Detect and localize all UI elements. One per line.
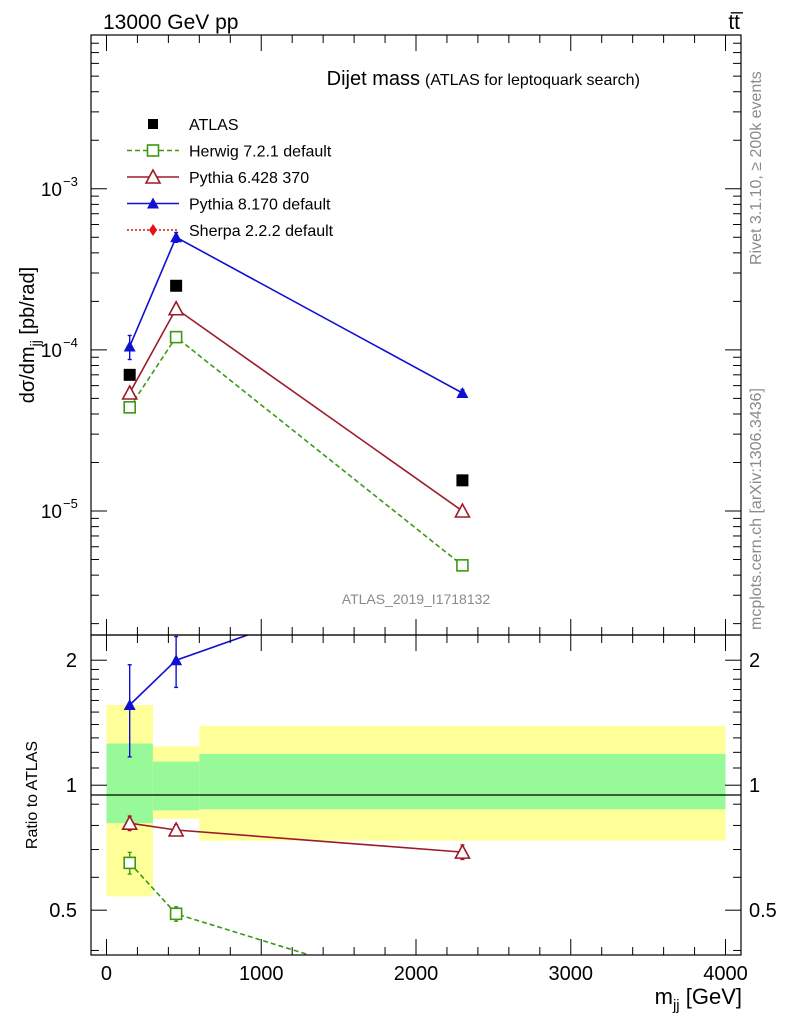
uncertainty-band-inner: [152, 761, 200, 811]
series-line: [129, 635, 251, 706]
ratio-y-tick-label-left: 2: [66, 650, 77, 672]
legend-marker: [144, 168, 162, 184]
legend-label: Pythia 8.170 default: [189, 197, 331, 214]
data-point: [170, 279, 183, 292]
y-tick-label: 10: [41, 341, 62, 362]
series-pythia-8-170-default: [123, 231, 469, 398]
ratio-ylabel: Ratio to ATLAS: [24, 741, 41, 849]
chart-title: Dijet mass: [327, 68, 420, 90]
x-tick-label: 4000: [703, 963, 748, 985]
data-point: [123, 340, 136, 352]
data-point: [167, 300, 185, 316]
analysis-id: ATLAS_2019_I1718132: [342, 591, 491, 607]
series-pythia-6-428-370: [121, 300, 471, 518]
data-point: [454, 843, 471, 859]
data-point: [170, 654, 183, 666]
data-point: [121, 384, 139, 400]
main-ticks: 10−510−410−3: [41, 35, 741, 635]
main-series-layer: [121, 231, 471, 572]
legend-marker: [147, 197, 159, 209]
ratio-bands: [106, 705, 726, 897]
data-point: [456, 559, 469, 572]
data-point: [170, 231, 183, 243]
chart-subtitle: (ATLAS for leptoquark search): [425, 72, 640, 89]
legend-marker: [146, 144, 160, 157]
ratio-ticks: 0.5 0.5 1 1 2 2 0 1000 2000 3000 4000: [49, 635, 777, 985]
data-point: [123, 401, 136, 414]
ratio-y-tick-label-right: 1: [749, 775, 760, 797]
series-atlas: [123, 279, 469, 487]
mcplots-info: mcplots.cern.ch [arXiv:1306.3436]: [748, 388, 765, 630]
ratio-xlabel: mjj [GeV]: [655, 984, 742, 1014]
x-tick-label: 2000: [394, 963, 439, 985]
legend-entry: Pythia 8.170 default: [127, 197, 331, 214]
legend-label: Herwig 7.2.1 default: [189, 144, 332, 161]
data-point: [121, 814, 139, 830]
legend-entry: Pythia 6.428 370: [127, 168, 309, 187]
legend-label: Pythia 6.428 370: [189, 170, 309, 187]
data-point: [454, 502, 471, 518]
data-point: [456, 386, 469, 398]
data-point: [167, 821, 185, 837]
data-point: [123, 699, 136, 711]
ratio-y-tick-label-left: 0.5: [49, 900, 77, 922]
header-process: 13000 GeV pp: [103, 11, 238, 34]
series-line: [129, 335, 463, 566]
rivet-info: Rivet 3.1.10, ≥ 200k events: [748, 71, 765, 265]
data-point: [123, 368, 136, 381]
header-final-state: tt̅: [728, 11, 744, 34]
legend-entry: ATLAS: [148, 117, 239, 134]
data-point: [123, 856, 136, 870]
legend-label: ATLAS: [189, 117, 239, 134]
series-pythia-6-428-370: [121, 814, 471, 861]
data-point: [456, 474, 469, 487]
legend-label: Sherpa 2.2.2 default: [189, 223, 334, 240]
ratio-series-layer: [121, 635, 471, 955]
main-ylabel: dσ/dmjj [pb/rad]: [17, 267, 43, 403]
series-pythia-8-170-default: [123, 635, 251, 758]
data-point: [169, 907, 183, 921]
y-tick-exponent: −4: [63, 335, 78, 350]
x-tick-label: 1000: [239, 963, 284, 985]
main-panel: 10−510−410−3 Dijet mass (ATLAS for lepto…: [17, 34, 742, 636]
series-herwig-7-2-1-default: [123, 330, 469, 572]
ratio-y-tick-label-left: 1: [66, 775, 77, 797]
uncertainty-band-inner: [199, 753, 726, 810]
ratio-y-tick-label-right: 2: [749, 650, 760, 672]
series-herwig-7-2-1-default: [123, 851, 313, 955]
data-point: [169, 330, 183, 344]
y-tick-label: 10: [41, 180, 62, 201]
legend: ATLAS Herwig 7.2.1 default Pythia 6.428 37…: [127, 117, 334, 240]
y-tick-exponent: −5: [63, 496, 78, 511]
x-tick-label: 0: [101, 963, 112, 985]
y-tick-label: 10: [41, 502, 62, 523]
legend-marker: [149, 224, 157, 236]
legend-entry: Sherpa 2.2.2 default: [127, 223, 334, 240]
legend-entry: Herwig 7.2.1 default: [127, 144, 332, 161]
legend-marker: [148, 119, 158, 129]
x-tick-label: 3000: [549, 963, 594, 985]
ratio-y-tick-label-right: 0.5: [749, 900, 777, 922]
y-tick-exponent: −3: [63, 174, 78, 189]
ratio-panel: 0.5 0.5 1 1 2 2 0 1000 2000 3000 4000 Ratio to ATL…: [24, 634, 777, 1014]
